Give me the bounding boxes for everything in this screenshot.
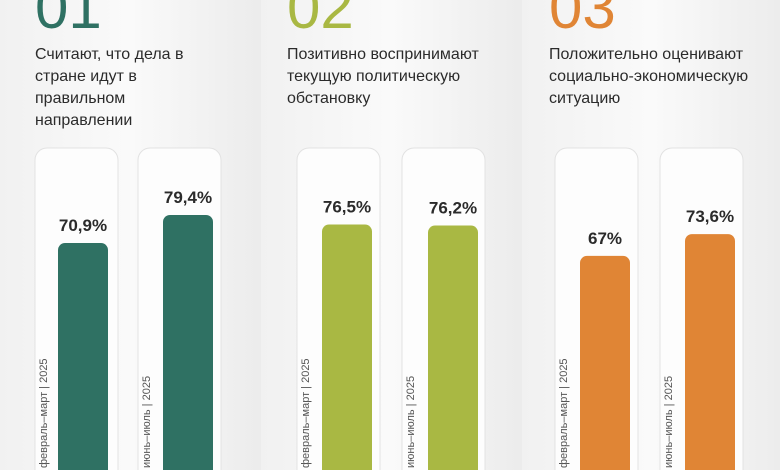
category-label: июнь–июль | 2025: [663, 376, 675, 468]
category-label: февраль–март | 2025: [300, 358, 312, 468]
bar: [428, 225, 478, 470]
bar: [322, 224, 372, 470]
category-label: февраль–март | 2025: [38, 358, 50, 468]
value-label: 79,4%: [164, 188, 212, 207]
value-label: 73,6%: [686, 207, 734, 226]
bar: [58, 243, 108, 470]
panel-description: Позитивно воспринимают текущую политичес…: [287, 46, 479, 107]
panel-number: 01: [35, 0, 102, 41]
category-label: июнь–июль | 2025: [141, 376, 153, 468]
value-label: 67%: [588, 229, 622, 248]
bar: [163, 214, 213, 470]
bar: [685, 234, 735, 470]
category-label: февраль–март | 2025: [558, 358, 570, 468]
value-label: 76,2%: [429, 199, 477, 218]
panel-description: Положительно оценивают социально-экономи…: [549, 46, 749, 107]
bar: [580, 255, 630, 470]
panel-number: 03: [549, 0, 616, 41]
value-label: 70,9%: [59, 216, 107, 235]
panel-description: Считают, что дела в стране идут в правил…: [35, 46, 184, 129]
category-label: июнь–июль | 2025: [405, 376, 417, 468]
value-label: 76,5%: [323, 198, 371, 217]
panel-number: 02: [287, 0, 354, 41]
